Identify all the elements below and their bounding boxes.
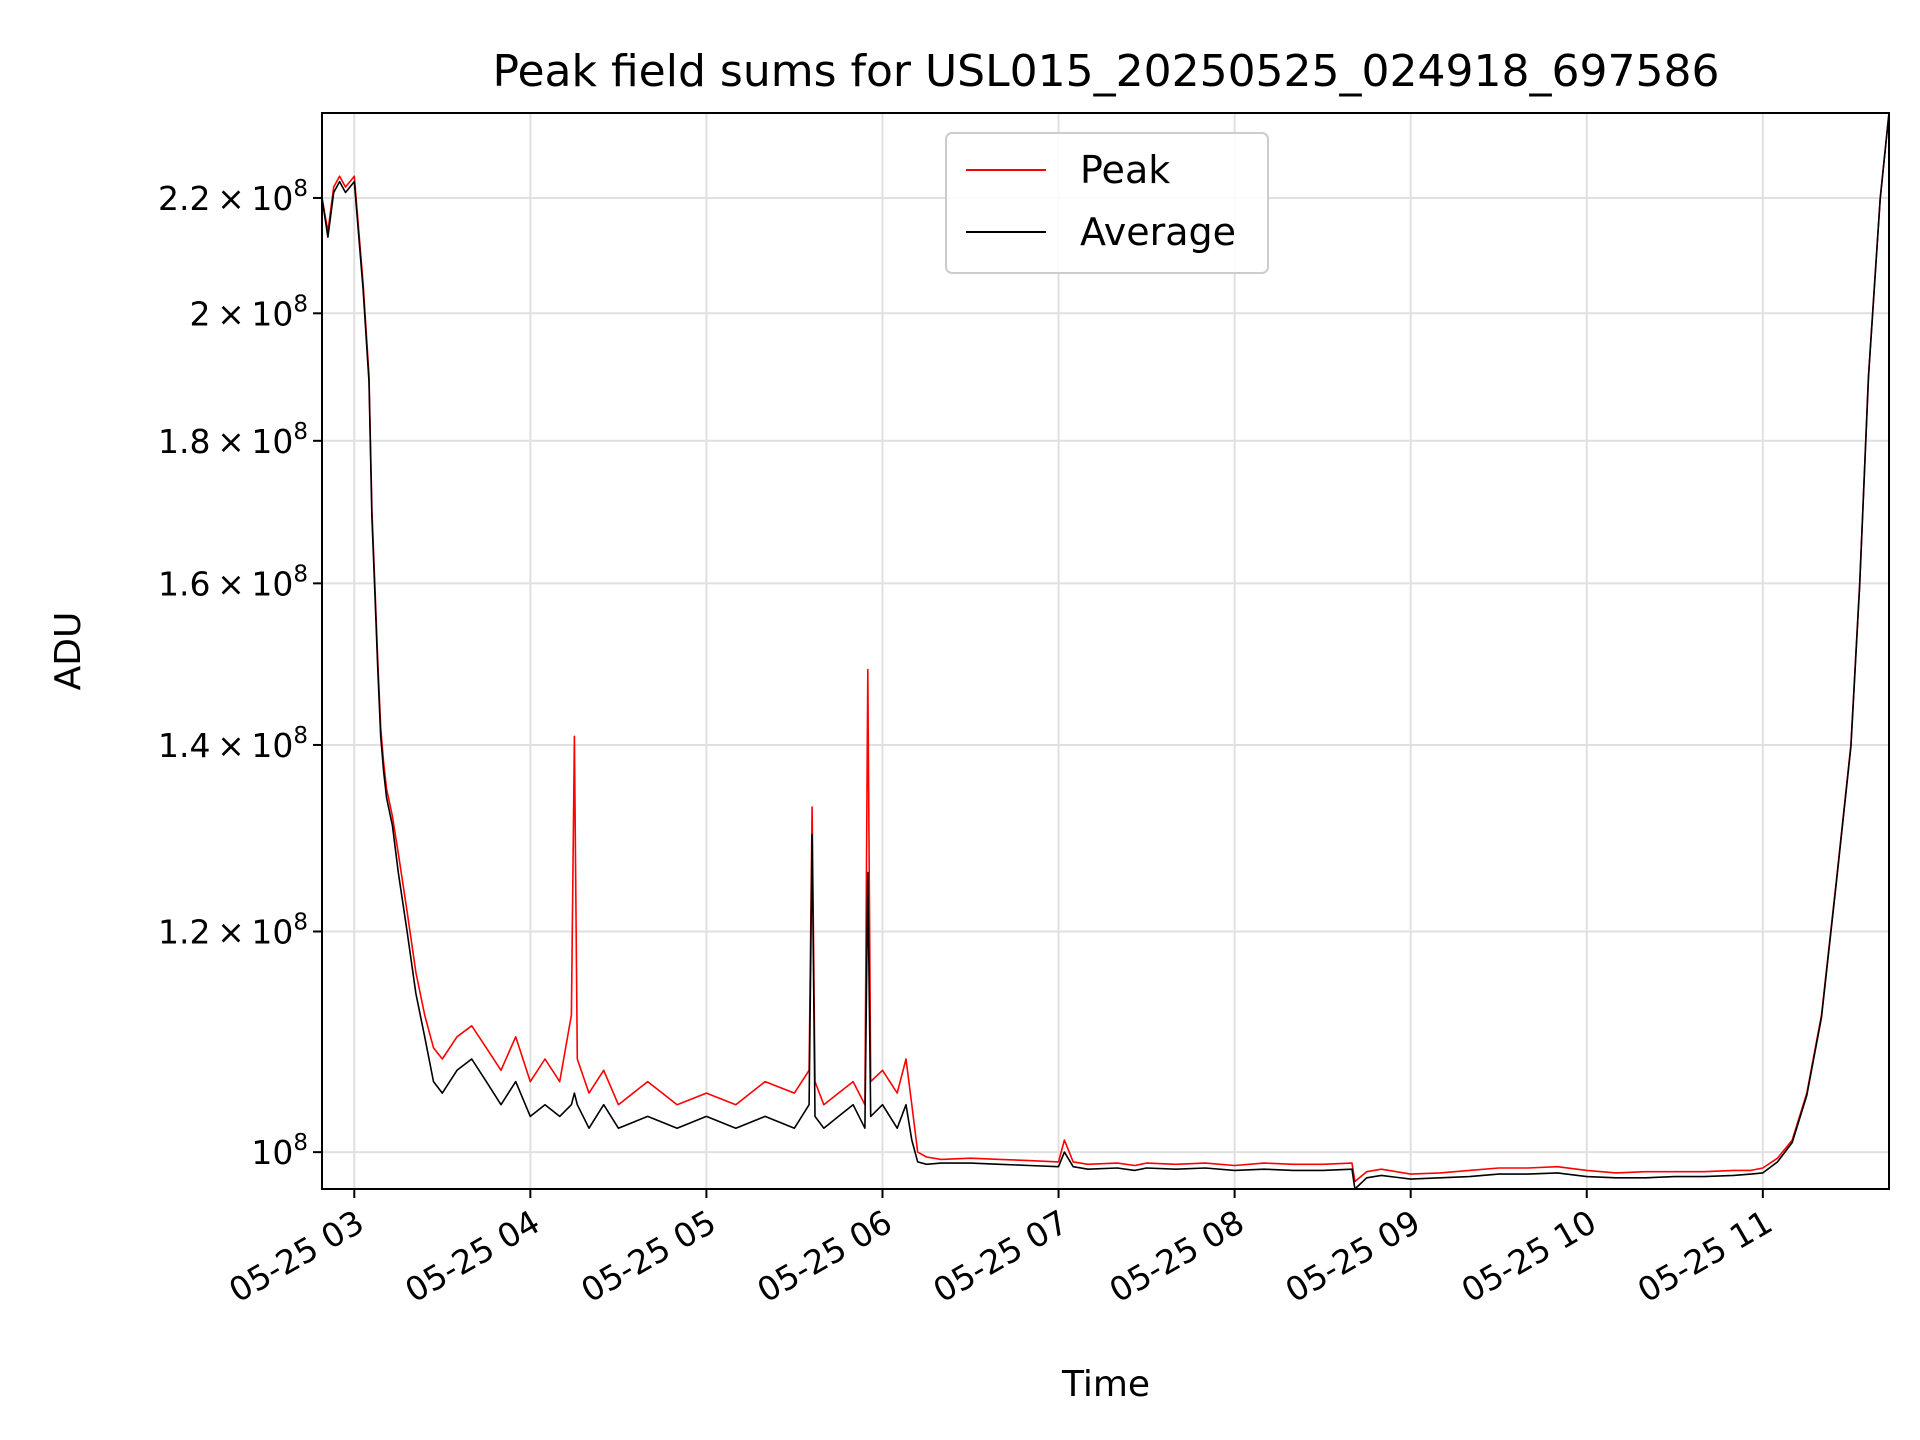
y-axis: 108 1.2 × 108 1.4 × 108 1.6 × 108 1.8 × 108 2… — [158, 176, 322, 1172]
grid — [322, 113, 1889, 1189]
y-tick-label: 108 — [251, 1130, 308, 1172]
chart-title: Peak field sums for USL015_20250525_0249… — [493, 46, 1720, 97]
y-tick-label: 1.4 × 108 — [158, 723, 308, 765]
series-layer — [321, 112, 1890, 1190]
series-line-peak — [321, 112, 1890, 1183]
y-tick-label: 1.6 × 108 — [158, 561, 308, 603]
series-line-average — [321, 112, 1890, 1190]
y-axis-label: ADU — [48, 612, 89, 691]
y-tick-label: 1.8 × 108 — [158, 419, 308, 461]
x-axis-label: Time — [1061, 1364, 1150, 1405]
y-tick-label: 1.2 × 108 — [158, 909, 308, 951]
plot-frame — [321, 112, 1890, 1190]
legend-box — [945, 132, 1269, 274]
legend: Peak Average — [945, 132, 1269, 274]
legend-label-peak: Peak — [1080, 148, 1170, 192]
legend-label-average: Average — [1080, 210, 1236, 254]
y-tick-label: 2 × 108 — [190, 291, 308, 333]
y-tick-label: 2.2 × 108 — [158, 176, 308, 218]
